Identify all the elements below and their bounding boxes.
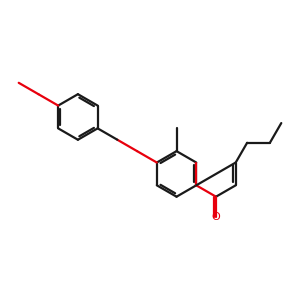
Text: O: O bbox=[212, 212, 220, 222]
